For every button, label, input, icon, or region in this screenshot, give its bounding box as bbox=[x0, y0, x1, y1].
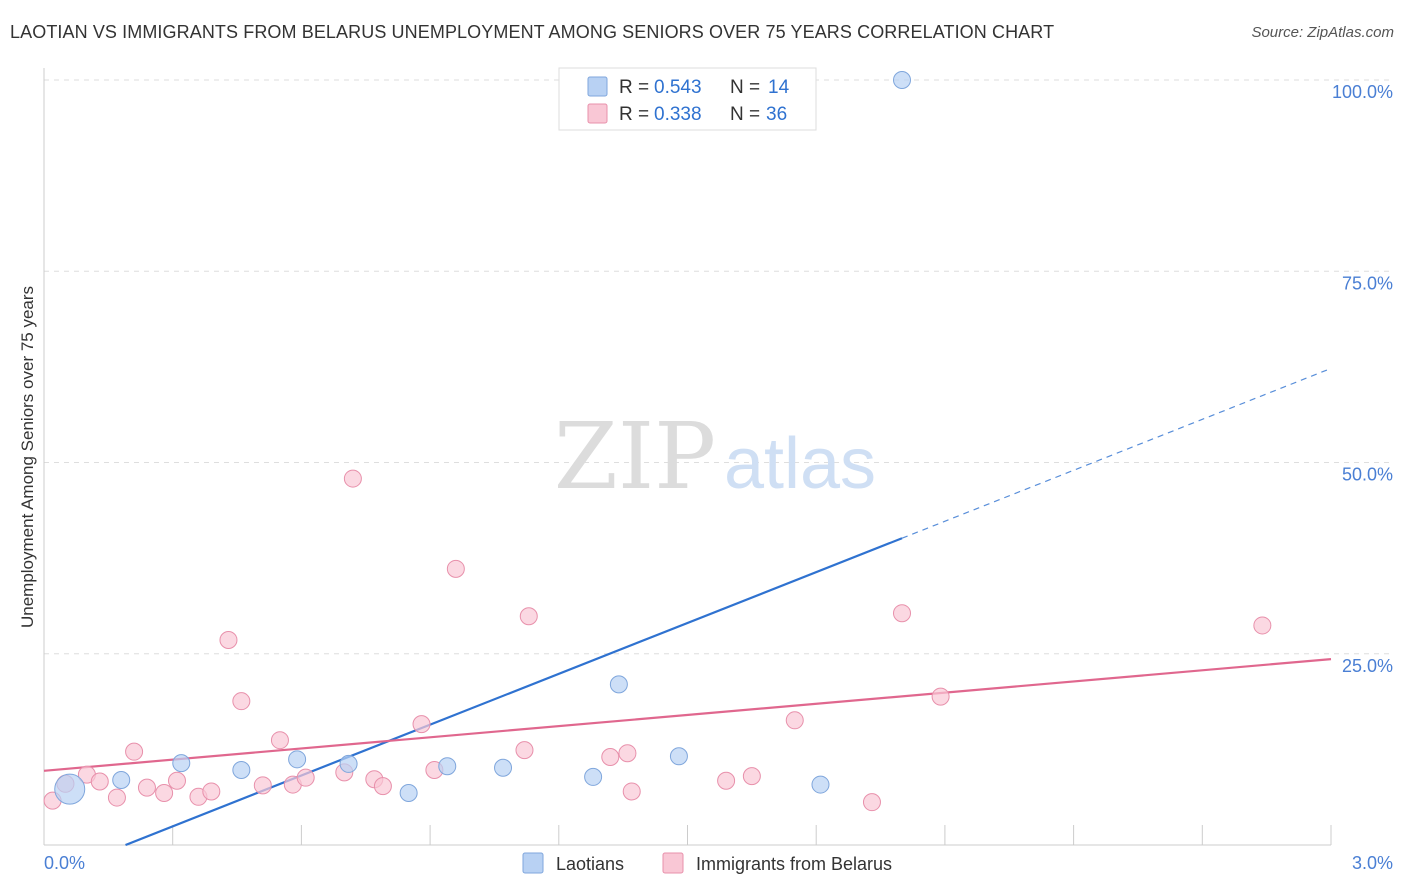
point-belarus bbox=[785, 711, 804, 730]
point-belarus bbox=[270, 731, 289, 750]
trend-line-extension-0 bbox=[901, 367, 1332, 539]
point-belarus bbox=[373, 777, 392, 796]
x-tick-label-left: 0.0% bbox=[44, 853, 85, 873]
point-belarus bbox=[253, 776, 272, 795]
point-belarus bbox=[296, 768, 315, 787]
point-belarus bbox=[515, 741, 534, 760]
legend-top-swatch-belarus bbox=[587, 103, 608, 124]
point-belarus bbox=[202, 782, 221, 801]
point-laotians bbox=[893, 71, 911, 89]
trend-layer bbox=[43, 367, 1332, 847]
chart-title: LAOTIAN VS IMMIGRANTS FROM BELARUS UNEMP… bbox=[10, 22, 1055, 42]
legend-top-n-value: 36 bbox=[766, 104, 787, 125]
point-belarus bbox=[862, 793, 881, 812]
point-belarus bbox=[155, 783, 174, 802]
legend-label-belarus: Immigrants from Belarus bbox=[696, 854, 892, 874]
point-laotians bbox=[339, 754, 358, 773]
y-tick-label: 75.0% bbox=[1342, 273, 1393, 293]
legend-top-n-label: N = bbox=[730, 77, 760, 98]
y-tick-label: 100.0% bbox=[1332, 82, 1393, 102]
point-belarus bbox=[519, 607, 538, 626]
y-tick-label: 25.0% bbox=[1342, 656, 1393, 676]
point-belarus bbox=[622, 782, 641, 801]
point-laotians bbox=[494, 758, 513, 777]
point-belarus bbox=[232, 692, 251, 711]
point-laotians bbox=[584, 767, 603, 786]
point-belarus bbox=[717, 771, 736, 790]
point-belarus bbox=[446, 559, 465, 578]
trend-line-0 bbox=[125, 537, 903, 847]
point-belarus bbox=[893, 604, 911, 623]
point-laotians bbox=[811, 775, 830, 794]
point-belarus bbox=[219, 630, 238, 649]
watermark-atlas: atlas bbox=[724, 424, 876, 504]
points-layer bbox=[43, 71, 1272, 812]
legend-top-n-label: N = bbox=[730, 104, 760, 125]
legend-top: R = 0.543 N = 14 R = 0.338 N = 36 bbox=[558, 67, 817, 131]
point-laotians bbox=[669, 747, 688, 766]
point-belarus bbox=[1253, 616, 1272, 635]
point-laotians bbox=[54, 773, 86, 805]
legend-top-n-value: 14 bbox=[768, 77, 790, 98]
point-belarus bbox=[137, 778, 156, 797]
point-belarus bbox=[742, 767, 761, 786]
point-belarus bbox=[601, 748, 620, 767]
legend-top-r-value: 0.338 bbox=[654, 104, 702, 125]
legend-top-swatch-laotians bbox=[587, 76, 608, 97]
point-laotians bbox=[232, 761, 251, 780]
legend-swatch-belarus bbox=[662, 852, 684, 874]
x-tick-label-right: 3.0% bbox=[1352, 853, 1393, 873]
trend-line-1 bbox=[43, 658, 1332, 772]
legend-label-laotians: Laotians bbox=[556, 854, 624, 874]
point-belarus bbox=[107, 788, 126, 807]
point-belarus bbox=[90, 772, 109, 791]
grid-layer bbox=[44, 79, 1394, 655]
axis-layer: 100.0% 75.0% 50.0% 25.0% 0.0% 3.0% bbox=[43, 68, 1393, 873]
point-belarus bbox=[125, 742, 144, 761]
legend-top-r-label: R = bbox=[619, 77, 649, 98]
watermark: ZIP atlas bbox=[554, 403, 876, 510]
point-laotians bbox=[288, 750, 307, 769]
chart-source: Source: ZipAtlas.com bbox=[1251, 24, 1394, 41]
legend-top-r-label: R = bbox=[619, 104, 649, 125]
point-belarus bbox=[167, 771, 186, 790]
point-laotians bbox=[609, 675, 628, 694]
point-belarus bbox=[343, 469, 362, 488]
point-laotians bbox=[112, 770, 131, 789]
point-belarus bbox=[412, 715, 431, 734]
legend-top-r-value: 0.543 bbox=[654, 77, 702, 98]
y-axis-title: Unemployment Among Seniors over 75 years bbox=[18, 286, 37, 628]
point-laotians bbox=[172, 754, 191, 773]
point-laotians bbox=[399, 783, 418, 802]
point-belarus bbox=[618, 744, 637, 763]
point-belarus bbox=[931, 687, 950, 706]
legend-swatch-laotians bbox=[522, 852, 544, 874]
watermark-zip: ZIP bbox=[554, 403, 716, 510]
y-tick-label: 50.0% bbox=[1342, 465, 1393, 485]
legend-bottom: Laotians Immigrants from Belarus bbox=[522, 852, 892, 874]
point-laotians bbox=[438, 757, 457, 776]
